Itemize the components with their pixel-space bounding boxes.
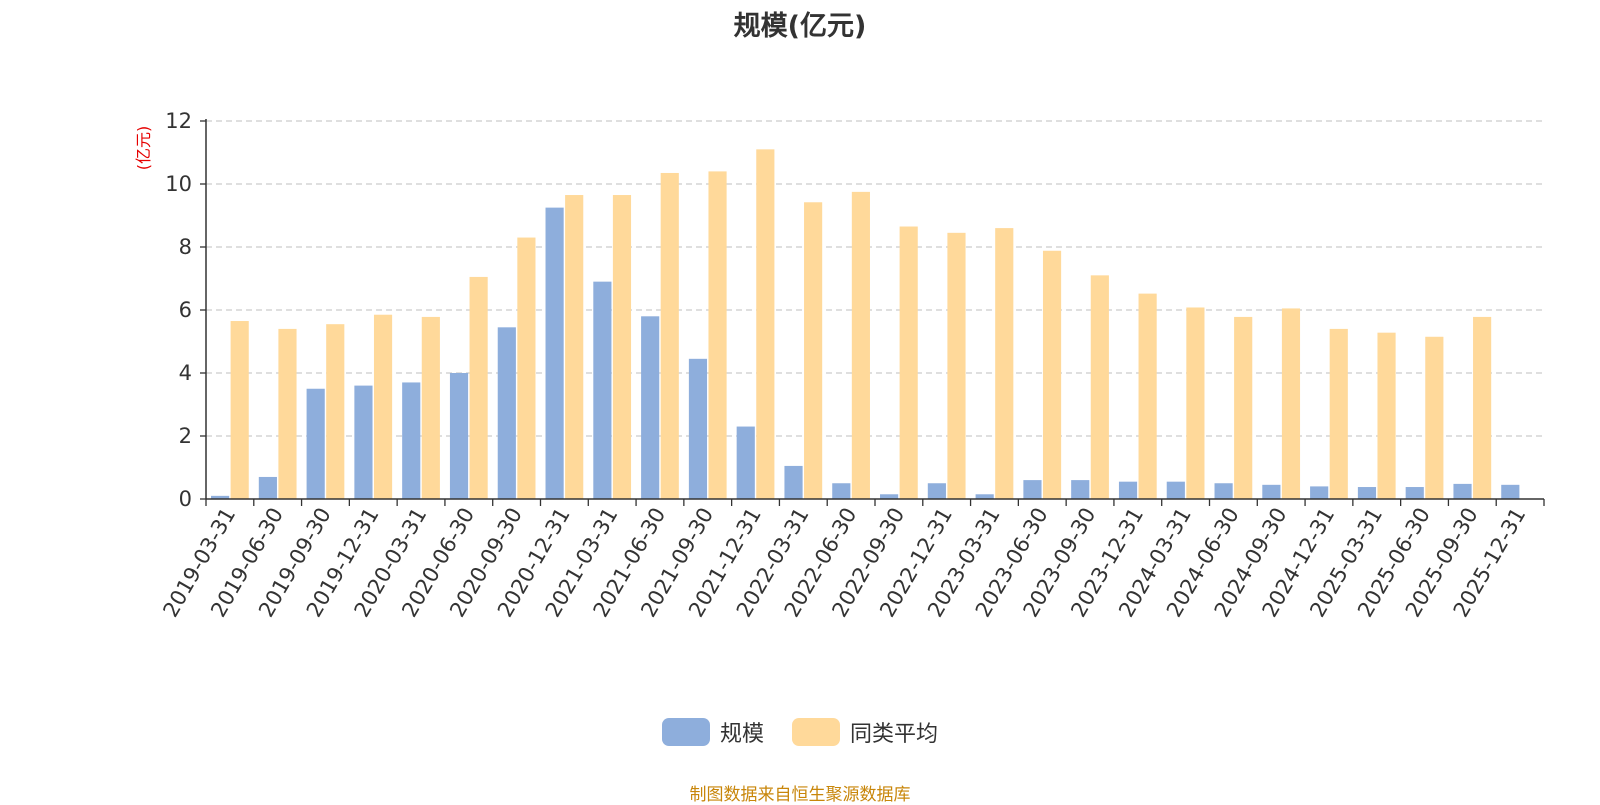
bar-scale: [1071, 480, 1090, 499]
chart-title: 规模(亿元): [733, 11, 867, 42]
bar-scale: [1453, 483, 1472, 499]
bar-scale: [1405, 487, 1424, 499]
bar-peer-average: [947, 232, 966, 499]
bar-scale: [1262, 484, 1281, 499]
bar-peer-average: [899, 226, 918, 499]
bar-scale: [641, 316, 660, 499]
bar-peer-average: [1377, 332, 1396, 499]
bar-scale: [784, 465, 803, 499]
y-tick-label: 0: [179, 487, 192, 511]
bar-scale: [402, 382, 421, 499]
bar-scale: [449, 373, 469, 499]
bar-peer-average: [612, 195, 632, 499]
bar-scale: [1357, 487, 1377, 499]
bar-scale: [1166, 481, 1185, 499]
bar-peer-average: [1281, 308, 1301, 499]
bar-peer-average: [1042, 250, 1062, 499]
bar-peer-average: [660, 172, 679, 499]
bar-scale: [258, 476, 277, 499]
bar-peer-average: [1473, 316, 1492, 499]
y-tick-label: 10: [165, 172, 192, 196]
bar-peer-average: [708, 171, 727, 499]
bar-scale: [1501, 484, 1520, 499]
legend-label-scale: 规模: [719, 722, 764, 747]
bar-peer-average: [373, 314, 393, 499]
legend-swatch-scale: [661, 718, 710, 746]
bar-scale: [211, 495, 230, 499]
legend: 规模 同类平均: [0, 716, 1600, 748]
bar-peer-average: [804, 202, 823, 499]
bar-peer-average: [278, 328, 297, 499]
bar-scale: [927, 483, 946, 499]
bar-scale: [736, 426, 755, 499]
bar-peer-average: [565, 195, 584, 499]
legend-swatch-peer-average: [792, 718, 840, 746]
bar-peer-average: [1234, 316, 1253, 499]
source-note: 制图数据来自恒生聚源数据库: [689, 785, 911, 805]
bar-peer-average: [517, 237, 536, 500]
y-tick-label: 8: [179, 235, 192, 259]
bar-scale: [593, 281, 612, 499]
bar-scale: [1118, 481, 1138, 499]
bar-scale: [1214, 483, 1233, 499]
bar-peer-average: [1138, 293, 1157, 499]
bar-scale: [1023, 480, 1042, 499]
bar-peer-average: [851, 191, 870, 499]
bar-scale: [1310, 486, 1329, 499]
bar-scale: [545, 207, 564, 499]
bar-peer-average: [995, 228, 1014, 499]
bar-peer-average: [1425, 336, 1444, 499]
bar-peer-average: [326, 324, 345, 499]
legend-label-peer-average: 同类平均: [850, 722, 939, 747]
bar-scale: [354, 385, 373, 499]
legend-item-scale[interactable]: 规模: [661, 716, 764, 748]
bar-scale: [832, 483, 851, 499]
bar-peer-average: [756, 149, 775, 499]
y-tick-label: 4: [179, 361, 192, 385]
y-tick-label: 12: [165, 109, 192, 133]
bar-peer-average: [230, 321, 249, 499]
y-tick-label: 2: [179, 424, 192, 448]
legend-item-peer-average[interactable]: 同类平均: [792, 716, 938, 748]
bar-scale: [306, 388, 325, 499]
y-tick-label: 6: [179, 298, 192, 322]
bar-peer-average: [1329, 328, 1348, 499]
bar-scale: [880, 494, 899, 499]
bar-peer-average: [1186, 307, 1205, 499]
bar-peer-average: [421, 316, 440, 499]
bar-scale: [688, 358, 708, 499]
bar-peer-average: [469, 276, 488, 499]
bar-peer-average: [1090, 275, 1109, 499]
bar-scale: [975, 494, 994, 499]
y-axis-title: (亿元): [134, 126, 153, 171]
bar-scale: [497, 327, 516, 499]
